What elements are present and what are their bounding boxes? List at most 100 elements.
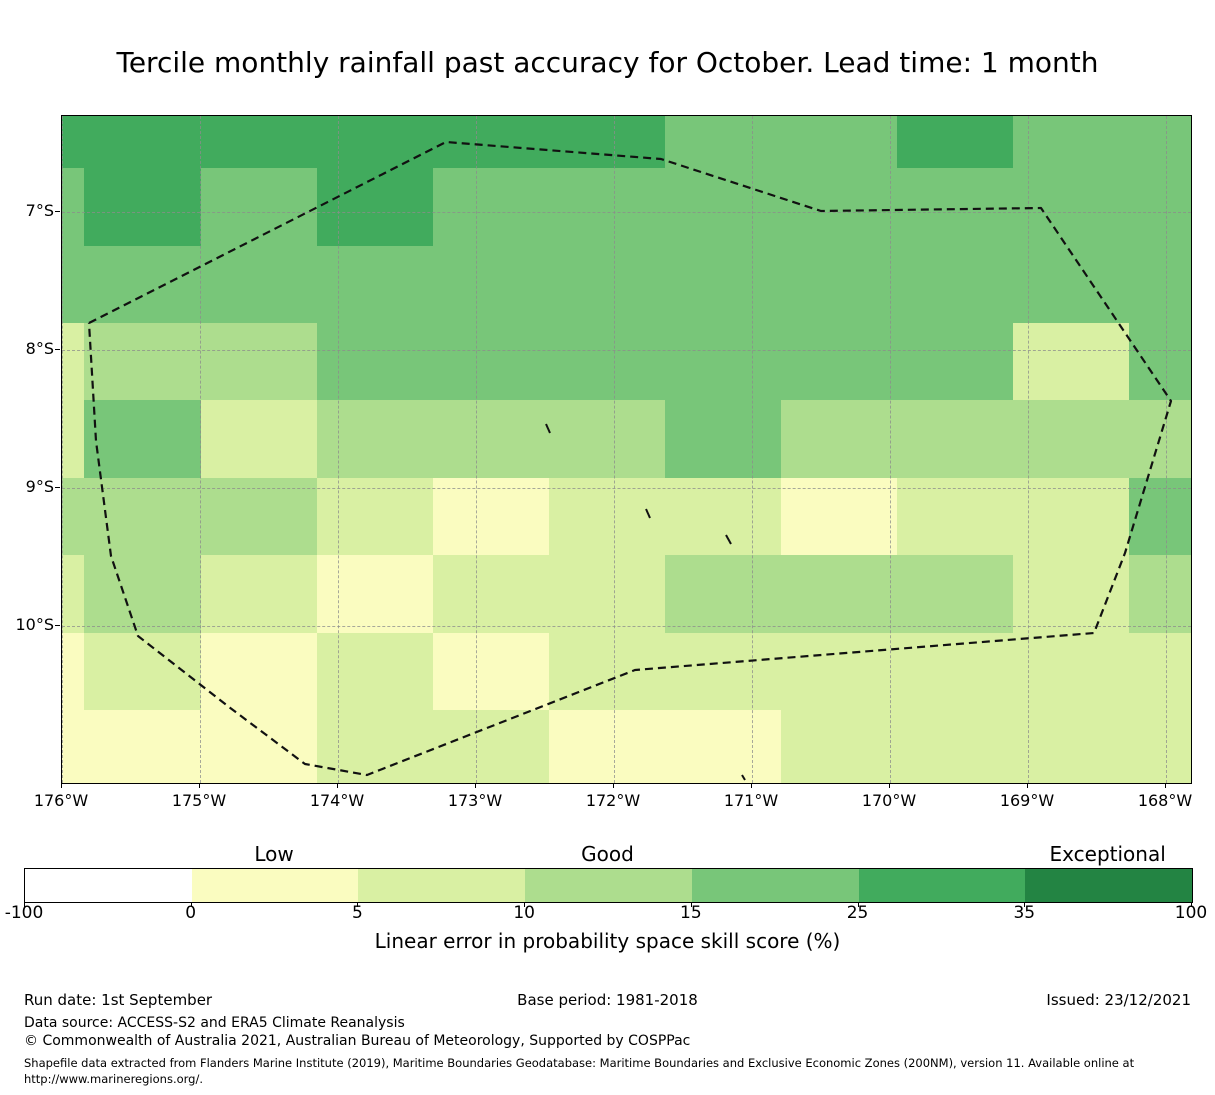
heatmap-cell <box>1129 246 1191 323</box>
heatmap-cell <box>84 168 201 246</box>
heatmap-cell <box>317 400 433 478</box>
colorbar-tick-mark <box>357 902 359 907</box>
gridline <box>338 116 339 783</box>
colorbar-segment <box>191 869 359 902</box>
gridline <box>752 116 753 783</box>
heatmap-cell <box>317 168 433 246</box>
heatmap-cell <box>665 633 781 710</box>
eez-boundary-layer <box>87 140 1173 781</box>
y-tick-label: 9°S <box>25 477 54 496</box>
heatmap-cell <box>549 246 665 323</box>
colorbar-tick-mark <box>1191 902 1192 907</box>
gridline-layer <box>62 116 1191 783</box>
heatmap-cell <box>433 168 549 246</box>
y-tick-mark <box>55 349 60 350</box>
heatmap-cell <box>781 246 897 323</box>
heatmap-cell <box>1013 555 1129 633</box>
heatmap-cell <box>549 168 665 246</box>
gridline <box>62 626 1191 627</box>
gridline <box>614 116 615 783</box>
heatmap-cell <box>62 116 84 168</box>
heatmap-cell <box>317 633 433 710</box>
colorbar-tick-mark <box>190 902 192 907</box>
heatmap-cell <box>897 400 1013 478</box>
heatmap-cell <box>665 478 781 555</box>
heatmap-cell <box>549 555 665 633</box>
x-tick-label: 171°W <box>723 791 779 810</box>
heatmap-cell <box>1013 246 1129 323</box>
y-tick-mark <box>55 211 60 212</box>
colorbar-tick-mark <box>524 902 526 907</box>
heatmap-cell <box>433 555 549 633</box>
heatmap-cell <box>1129 633 1191 710</box>
base-period-text: Base period: 1981-2018 <box>517 991 698 1009</box>
heatmap-cell <box>1013 633 1129 710</box>
heatmap-cell <box>549 478 665 555</box>
x-tick-label: 176°W <box>33 791 89 810</box>
heatmap-cell <box>317 323 433 400</box>
island-marker <box>725 534 732 545</box>
heatmap-cell <box>201 555 317 633</box>
heatmap-cell <box>897 116 1013 168</box>
x-tick-mark <box>475 783 476 788</box>
x-tick-label: 170°W <box>861 791 917 810</box>
y-tick-mark <box>55 625 60 626</box>
heatmap-cell <box>549 116 665 168</box>
colorbar-tick-mark <box>1024 902 1026 907</box>
colorbar-tick-mark <box>857 902 859 907</box>
heatmap-cell <box>1013 478 1129 555</box>
heatmap-cell <box>1129 116 1191 168</box>
gridline <box>890 116 891 783</box>
heatmap-cell <box>1013 400 1129 478</box>
heatmap-cell <box>84 400 201 478</box>
heatmap-cell <box>665 710 781 783</box>
map-plot-area <box>61 115 1192 784</box>
heatmap-cell <box>84 246 201 323</box>
x-tick-label: 168°W <box>1137 791 1193 810</box>
heatmap-cell <box>1129 555 1191 633</box>
x-tick-label: 172°W <box>585 791 641 810</box>
heatmap-cell <box>1013 323 1129 400</box>
colorbar-tick-label: 15 <box>680 903 702 923</box>
x-tick-mark <box>1165 783 1166 788</box>
colorbar-tick-label: 10 <box>513 903 535 923</box>
heatmap-cell <box>897 168 1013 246</box>
heatmap-cell <box>62 246 84 323</box>
colorbar-segment <box>358 869 526 902</box>
heatmap-cell <box>84 116 201 168</box>
x-tick-mark <box>337 783 338 788</box>
heatmap-cell <box>665 400 781 478</box>
heatmap-cell <box>84 633 201 710</box>
copyright-text: © Commonwealth of Australia 2021, Austra… <box>24 1033 691 1049</box>
x-tick-mark <box>61 783 62 788</box>
heatmap-cell <box>62 478 84 555</box>
y-tick-label: 7°S <box>25 201 54 220</box>
heatmap-cell <box>781 323 897 400</box>
heatmap-cell <box>549 323 665 400</box>
heatmap-cell <box>201 168 317 246</box>
heatmap-cell <box>897 246 1013 323</box>
colorbar-segment <box>691 869 859 902</box>
colorbar-tick-label: 35 <box>1013 903 1036 923</box>
heatmap-cell <box>84 710 201 783</box>
heatmap-cell <box>665 116 781 168</box>
issued-date-text: Issued: 23/12/2021 <box>1046 991 1191 1009</box>
page-title: Tercile monthly rainfall past accuracy f… <box>116 46 1099 79</box>
heatmap-cell <box>433 633 549 710</box>
heatmap-cell <box>201 323 317 400</box>
x-tick-label: 175°W <box>171 791 227 810</box>
heatmap-cell <box>781 478 897 555</box>
heatmap-cell <box>897 323 1013 400</box>
heatmap-cell <box>201 478 317 555</box>
heatmap-cell <box>897 633 1013 710</box>
colorbar-tick-label: 25 <box>846 903 869 923</box>
heatmap-cell <box>1129 168 1191 246</box>
colorbar-tick-label: 5 <box>352 903 363 923</box>
gridline <box>62 116 63 783</box>
eez-boundary-line <box>87 140 1173 777</box>
y-tick-mark <box>55 487 60 488</box>
colorbar-category-label: Low <box>254 842 294 866</box>
x-tick-mark <box>751 783 752 788</box>
gridline <box>62 488 1191 489</box>
